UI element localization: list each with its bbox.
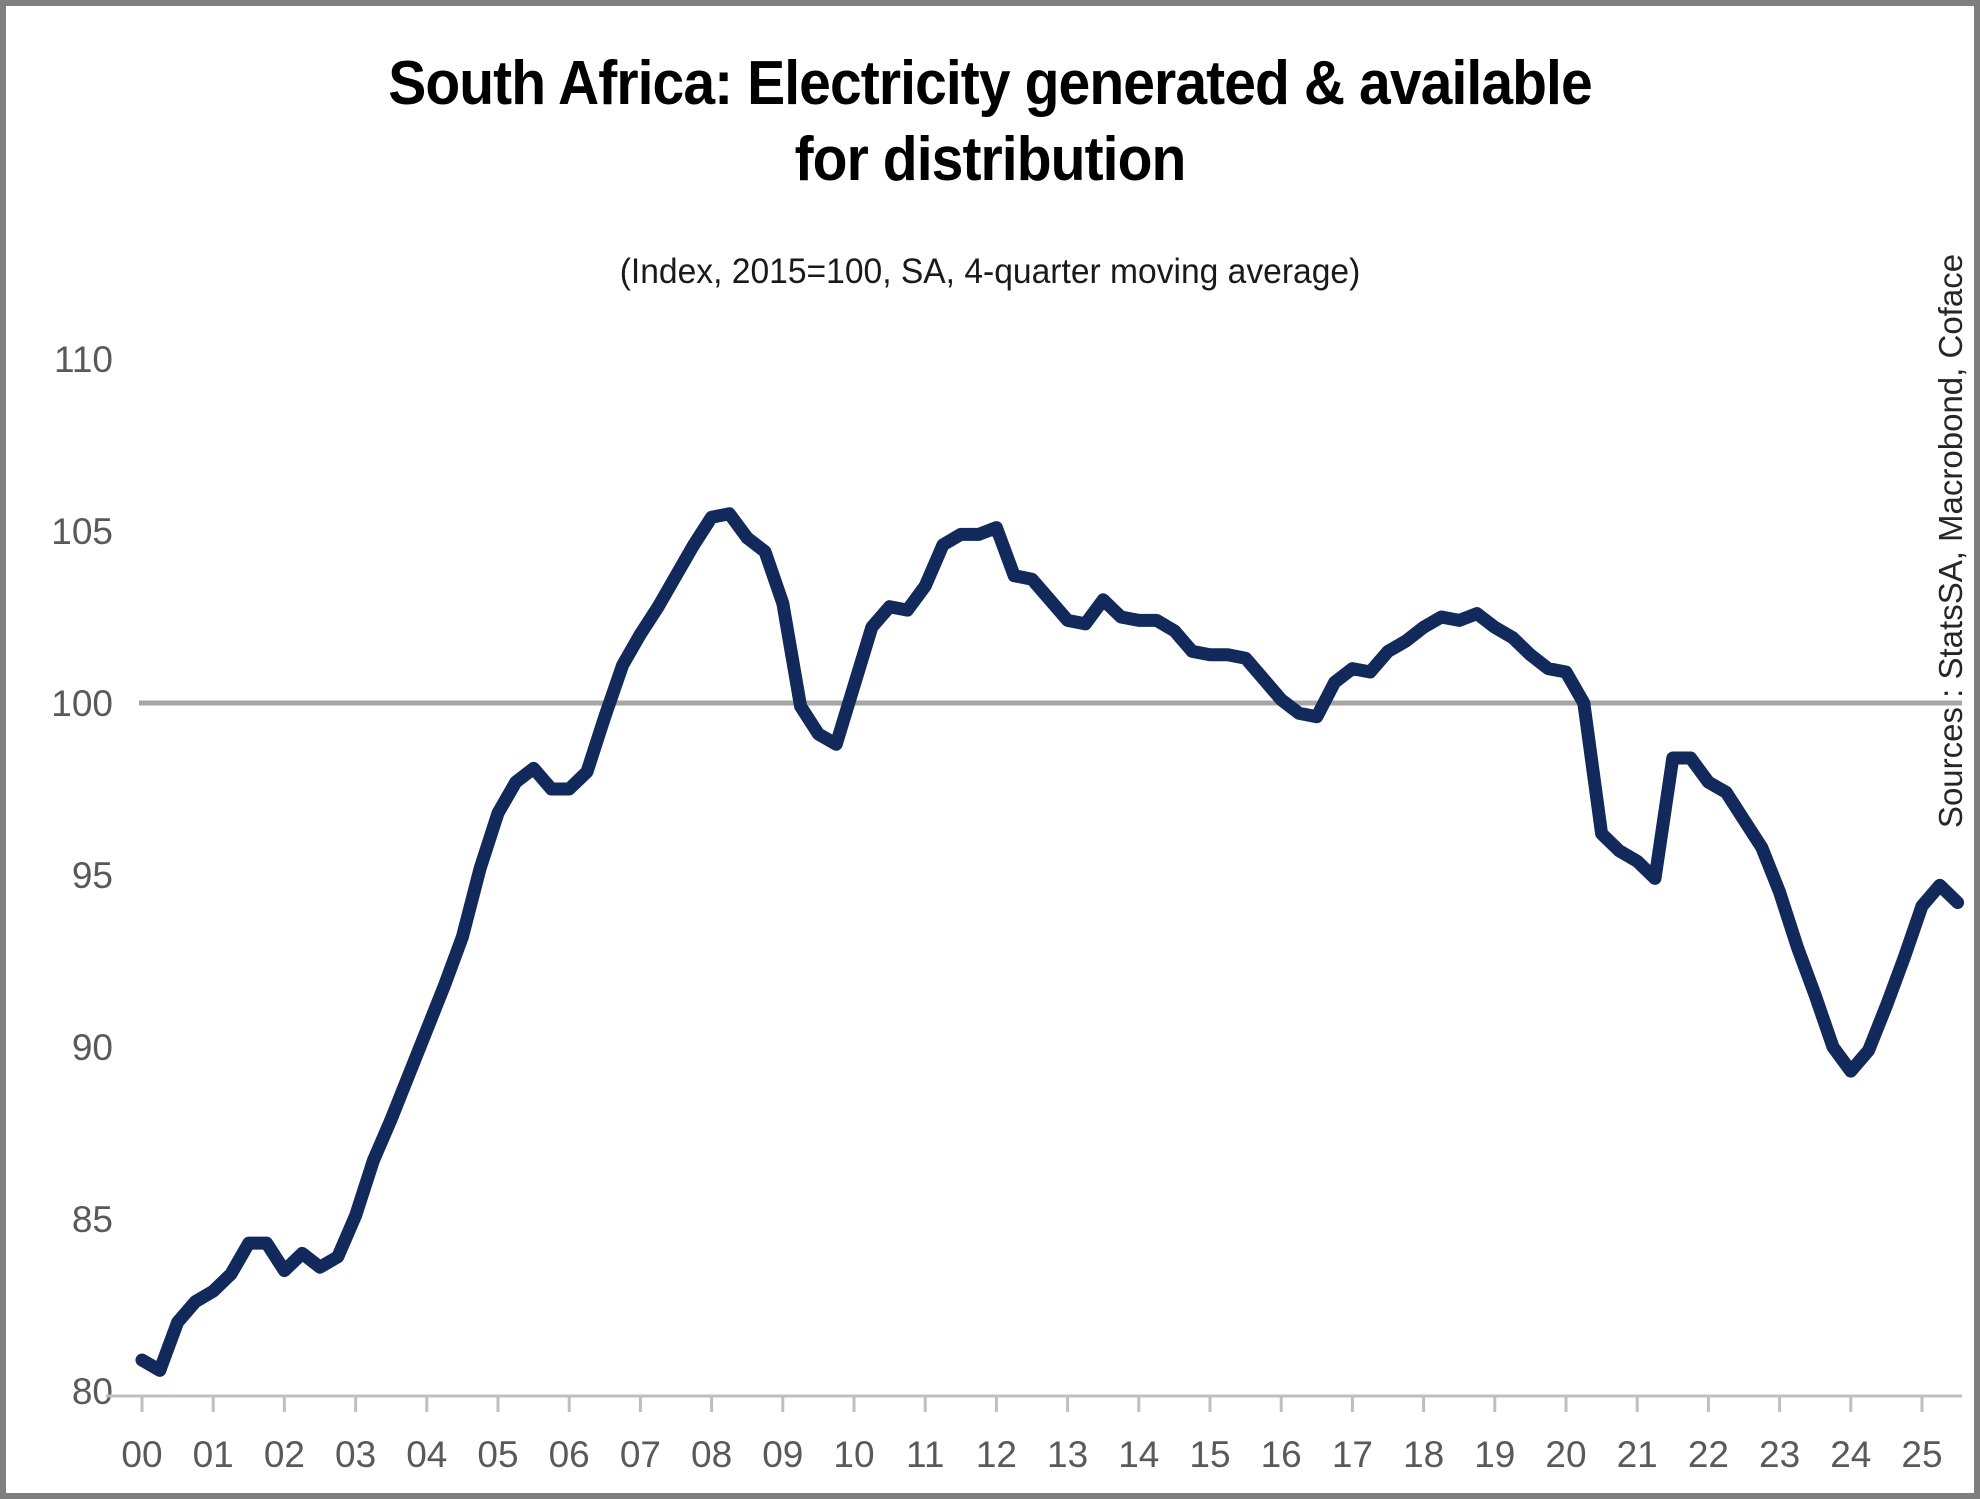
x-tick-label: 15 — [1189, 1434, 1230, 1475]
x-tick-label: 09 — [762, 1434, 803, 1475]
x-tick-label: 07 — [620, 1434, 661, 1475]
x-tick-label: 10 — [833, 1434, 874, 1475]
x-tick-label: 20 — [1545, 1434, 1586, 1475]
x-tick-label: 25 — [1901, 1434, 1942, 1475]
x-tick-label: 08 — [691, 1434, 732, 1475]
y-tick-label: 105 — [51, 511, 113, 552]
x-tick-label: 17 — [1332, 1434, 1373, 1475]
x-tick-label: 06 — [549, 1434, 590, 1475]
x-tick-label: 12 — [976, 1434, 1017, 1475]
x-tick-label: 02 — [264, 1434, 305, 1475]
x-tick-label: 05 — [477, 1434, 518, 1475]
y-axis-labels: 110 105 100 95 90 85 80 — [51, 339, 113, 1412]
x-tick-label: 21 — [1617, 1434, 1658, 1475]
y-tick-label: 85 — [72, 1199, 113, 1240]
x-tick-label: 03 — [335, 1434, 376, 1475]
y-tick-label: 80 — [72, 1371, 113, 1412]
x-tick-label: 13 — [1047, 1434, 1088, 1475]
x-tick-label: 14 — [1118, 1434, 1159, 1475]
x-tick-label: 11 — [906, 1434, 944, 1475]
x-tick-label: 04 — [406, 1434, 447, 1475]
source-note-text: Sources : StatsSA, Macrobond, Coface — [1932, 253, 1969, 829]
x-tick-label: 16 — [1261, 1434, 1302, 1475]
x-tick-label: 24 — [1830, 1434, 1871, 1475]
chart-subtitle: (Index, 2015=100, SA, 4-quarter moving a… — [619, 252, 1361, 291]
x-tick-label: 00 — [121, 1434, 162, 1475]
chart-title: South Africa: Electricity generated & av… — [388, 49, 1593, 194]
y-tick-label: 110 — [54, 339, 113, 380]
x-tick-label: 23 — [1759, 1434, 1800, 1475]
x-tick-label: 01 — [193, 1434, 234, 1475]
y-tick-label: 100 — [51, 683, 113, 724]
series-line-electricity — [135, 507, 1965, 1377]
x-tick-label: 22 — [1688, 1434, 1729, 1475]
y-tick-label: 95 — [72, 855, 113, 896]
x-tick-label: 19 — [1474, 1434, 1515, 1475]
y-tick-label: 90 — [72, 1027, 113, 1068]
x-axis: 00 01 02 03 04 05 06 07 08 09 10 11 12 13 14 15 16 17 18 19… — [106, 1394, 1962, 1475]
x-tick-label: 18 — [1403, 1434, 1444, 1475]
